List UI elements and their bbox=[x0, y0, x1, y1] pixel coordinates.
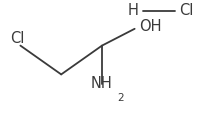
Text: H: H bbox=[128, 3, 139, 18]
Text: Cl: Cl bbox=[10, 31, 24, 46]
Text: NH: NH bbox=[91, 76, 113, 91]
Text: 2: 2 bbox=[117, 93, 124, 103]
Text: Cl: Cl bbox=[180, 3, 194, 18]
Text: OH: OH bbox=[139, 19, 161, 34]
